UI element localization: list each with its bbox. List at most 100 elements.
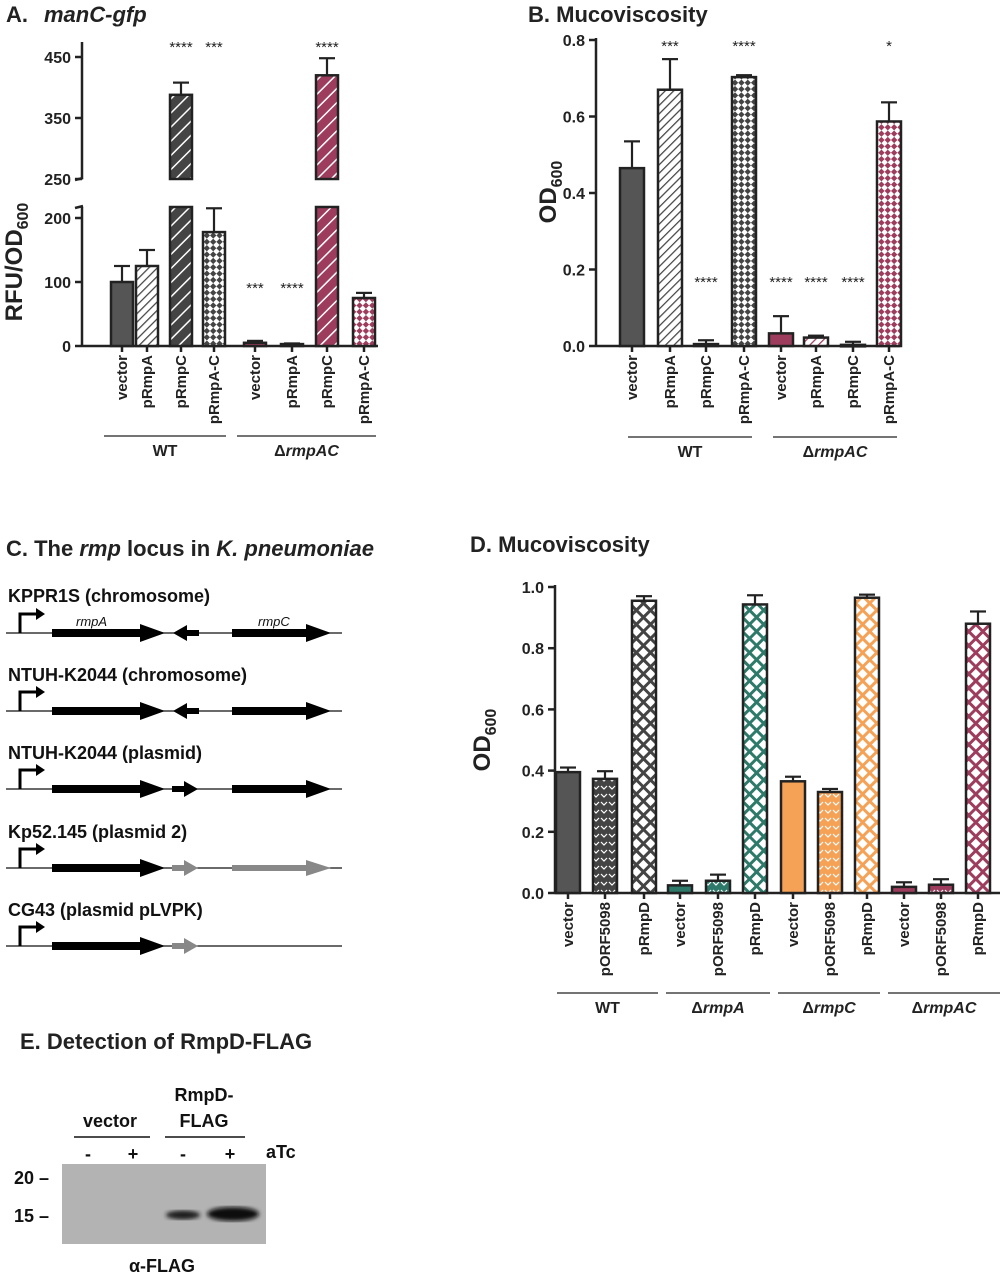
panel-d-ylabel-main: OD	[469, 735, 496, 771]
panel-a-significance-3: ***	[205, 39, 223, 56]
panel-a-xlabel-prmpc-6: pRmpC	[319, 355, 336, 408]
panel-d-bar-9	[890, 885, 918, 895]
promoter-arrow-head-icon	[36, 764, 45, 776]
lane-sign-1: -	[85, 1144, 91, 1164]
antibody-label: α-FLAG	[129, 1256, 195, 1276]
gene-rmpA	[52, 707, 142, 715]
promoter-arrow-head-icon	[36, 686, 45, 698]
panel-c: C. The rmp locus in K. pneumoniae KPPR1S…	[6, 536, 374, 955]
western-blot-membrane	[62, 1164, 266, 1244]
panel-d-xlabel-porf5098-1: pORF5098	[597, 902, 614, 976]
panel-a-ylabel: RFU/OD600	[1, 203, 32, 322]
panel-c-title-part4: K. pneumoniae	[216, 536, 374, 561]
gene-rmpD	[185, 708, 199, 714]
panel-b-xlabel-prmpa-c-7: pRmpA-C	[881, 355, 898, 424]
panel-b-ylabel-main: OD	[535, 187, 562, 223]
lane-sign-4: +	[225, 1144, 236, 1164]
panel-d-group-label-gene: rmpA	[703, 1000, 745, 1017]
panel-b-group-label-delta: Δ	[803, 444, 815, 461]
panel-b-bar-4	[767, 332, 795, 348]
panel-d-bar-4	[704, 879, 732, 895]
panel-d-bar-0	[554, 770, 582, 895]
panel-a-xlabel-prmpa-c-3: pRmpA-C	[206, 355, 223, 424]
panel-b-significance-2: ****	[694, 274, 718, 291]
panel-d-bar-2	[630, 599, 658, 895]
panel-a-group-label-rmpac: ΔrmpAC	[274, 443, 339, 460]
panel-b-significance-3: ****	[732, 38, 756, 55]
panel-b-xlabel-prmpa-c-3: pRmpA-C	[736, 355, 753, 424]
panel-d-xlabel-vector-0: vector	[560, 902, 577, 947]
panel-a-ytick-label-250: 250	[44, 172, 71, 189]
panel-d-title: D. Mucoviscosity	[470, 532, 650, 557]
gene-rmpD	[185, 630, 199, 636]
panel-d-bar-5	[741, 603, 769, 895]
panel-d: D. Mucoviscosity OD600 0.0 0.2 0.4 0.6 0.8 1.…	[469, 532, 1000, 1017]
strain-label-kp52145: Kp52.145 (plasmid 2)	[8, 822, 187, 842]
panel-e: E. Detection of RmpD-FLAG vector RmpD- F…	[14, 1029, 312, 1276]
strain-label-ntuh-chromosome: NTUH-K2044 (chromosome)	[8, 665, 247, 685]
gene-rmpA	[52, 942, 142, 950]
panel-b-group-label-rmpac: ΔrmpAC	[803, 444, 868, 461]
blot-group-rmpd-line1: RmpD-	[175, 1085, 234, 1105]
panel-b-xlabel-prmpc-6: pRmpC	[845, 355, 862, 408]
panel-b-ytick-label-0-0: 0.0	[563, 339, 585, 356]
mw-marker-20: 20 –	[14, 1168, 49, 1188]
promoter-arrow-icon	[18, 925, 38, 946]
panel-d-xlabel-porf5098-10: pORF5098	[933, 902, 950, 976]
panel-d-xlabel-vector-6: vector	[785, 902, 802, 947]
panel-d-bar-10	[927, 883, 955, 895]
panel-d-ytick-label-0-6: 0.6	[522, 702, 544, 719]
panel-a-xlabel-prmpc-2: pRmpC	[173, 355, 190, 408]
panel-b-group-label-gene: rmpAC	[814, 444, 868, 461]
promoter-arrow-icon	[18, 768, 38, 789]
strain-label-kppr1s: KPPR1S (chromosome)	[8, 586, 210, 606]
promoter-arrow-head-icon	[36, 843, 45, 855]
panel-d-bar-1	[591, 777, 619, 895]
panel-a-significance-5: ****	[280, 280, 304, 297]
promoter-arrow-head-icon	[36, 921, 45, 933]
panel-d-group-label-delta: Δ	[691, 1000, 703, 1017]
panel-a-bar-upper-6	[314, 74, 340, 181]
strain-label-ntuh-plasmid: NTUH-K2044 (plasmid)	[8, 743, 202, 763]
panel-d-xlabel-prmpd-8: pRmpD	[859, 902, 876, 955]
lane-sign-2: +	[128, 1144, 139, 1164]
panel-a-bar-3	[201, 230, 227, 348]
panel-a-significance-6: ****	[315, 39, 339, 56]
mw-marker-15: 15 –	[14, 1206, 49, 1226]
panel-a-xlabel-prmpa-5: pRmpA	[284, 355, 301, 408]
gene-rmpC-head-icon	[306, 624, 331, 642]
panel-a-bar-1	[134, 264, 160, 348]
panel-b-bar-5	[802, 336, 830, 348]
panel-d-xlabel-vector-9: vector	[896, 902, 913, 947]
panel-b-xlabel-prmpa-1: pRmpA	[662, 355, 679, 408]
gene-rmpC	[232, 785, 310, 793]
gene-rmpA	[52, 629, 142, 637]
panel-b-title: B. Mucoviscosity	[528, 2, 708, 27]
gene-rmpD-head-icon	[184, 781, 198, 797]
panel-d-group-label-gene: rmpAC	[923, 1000, 977, 1017]
panel-a-bar-7	[351, 296, 377, 348]
panel-e-title: E. Detection of RmpD-FLAG	[20, 1029, 312, 1054]
panel-d-ytick-label-0-2: 0.2	[522, 825, 544, 842]
panel-b-ytick-label-0-8: 0.8	[563, 33, 585, 50]
promoter-arrow-icon	[18, 847, 38, 868]
panel-a-significance-2: ****	[169, 39, 193, 56]
gene-rmpD-head-icon	[184, 938, 198, 954]
panel-b-bar-3	[730, 75, 758, 348]
panel-d-ylabel: OD600	[469, 709, 500, 772]
panel-c-title-part1: C. The	[6, 536, 79, 561]
panel-d-xlabel-prmpd-5: pRmpD	[747, 902, 764, 955]
panel-d-group-label-delta: Δ	[912, 1000, 924, 1017]
panel-b-significance-1: ***	[661, 38, 679, 55]
panel-a-ylabel-main: RFU/OD	[1, 229, 28, 321]
panel-b-ylabel-sub: 600	[549, 161, 566, 188]
panel-a-ytick-label-200: 200	[44, 211, 71, 228]
panel-a-ytick-label-450: 450	[44, 50, 71, 67]
panel-a-xlabel-prmpa-1: pRmpA	[139, 355, 156, 408]
panel-b-significance-4: ****	[769, 274, 793, 291]
lane-sign-3: -	[180, 1144, 186, 1164]
panel-a-bar-6	[314, 205, 340, 348]
panel-a-ytick-label-100: 100	[44, 275, 71, 292]
gene-rmpA	[52, 864, 142, 872]
panel-b-bar-7	[875, 120, 903, 348]
